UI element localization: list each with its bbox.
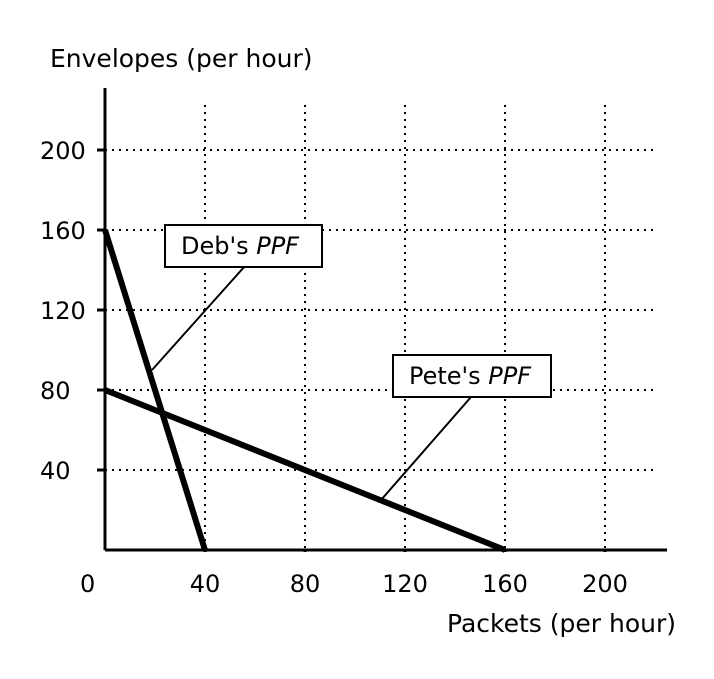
debs-ppf-label-main: Deb's [181,232,256,260]
petes-ppf-label-italic: PPF [488,362,532,390]
y-tick-label-80: 80 [40,377,71,405]
x-tick-label-160: 160 [482,570,528,598]
debs-ppf-label-italic: PPF [256,232,300,260]
petes-ppf-callout: Pete's PPF [380,354,552,501]
y-tick-label-40: 40 [40,457,71,485]
y-tick-label-120: 120 [40,297,86,325]
debs-ppf-label-box [164,224,323,268]
origin-label: 0 [80,570,95,598]
petes-ppf-line [103,387,507,553]
x-axis-title: Packets (per hour) [447,609,676,638]
y-axis-title: Envelopes (per hour) [50,44,313,73]
tick-labels: 40 80 120 160 200 40 80 120 160 200 [40,137,628,598]
series-lines [102,229,507,553]
grid [105,105,655,550]
y-tick-label-160: 160 [40,217,86,245]
petes-ppf-label-main: Pete's [409,362,488,390]
x-tick-label-80: 80 [290,570,321,598]
petes-ppf-label-box [392,354,552,398]
debs-ppf-line [102,229,208,551]
petes-ppf-leader [380,396,472,501]
debs-ppf-leader [151,265,246,371]
y-tick-label-200: 200 [40,137,86,165]
axes [103,88,667,552]
debs-ppf-callout: Deb's PPF [151,224,323,371]
debs-ppf-label: Deb's PPF [181,232,300,260]
x-tick-label-40: 40 [190,570,221,598]
x-tick-label-120: 120 [382,570,428,598]
petes-ppf-label: Pete's PPF [409,362,532,390]
x-tick-label-200: 200 [582,570,628,598]
